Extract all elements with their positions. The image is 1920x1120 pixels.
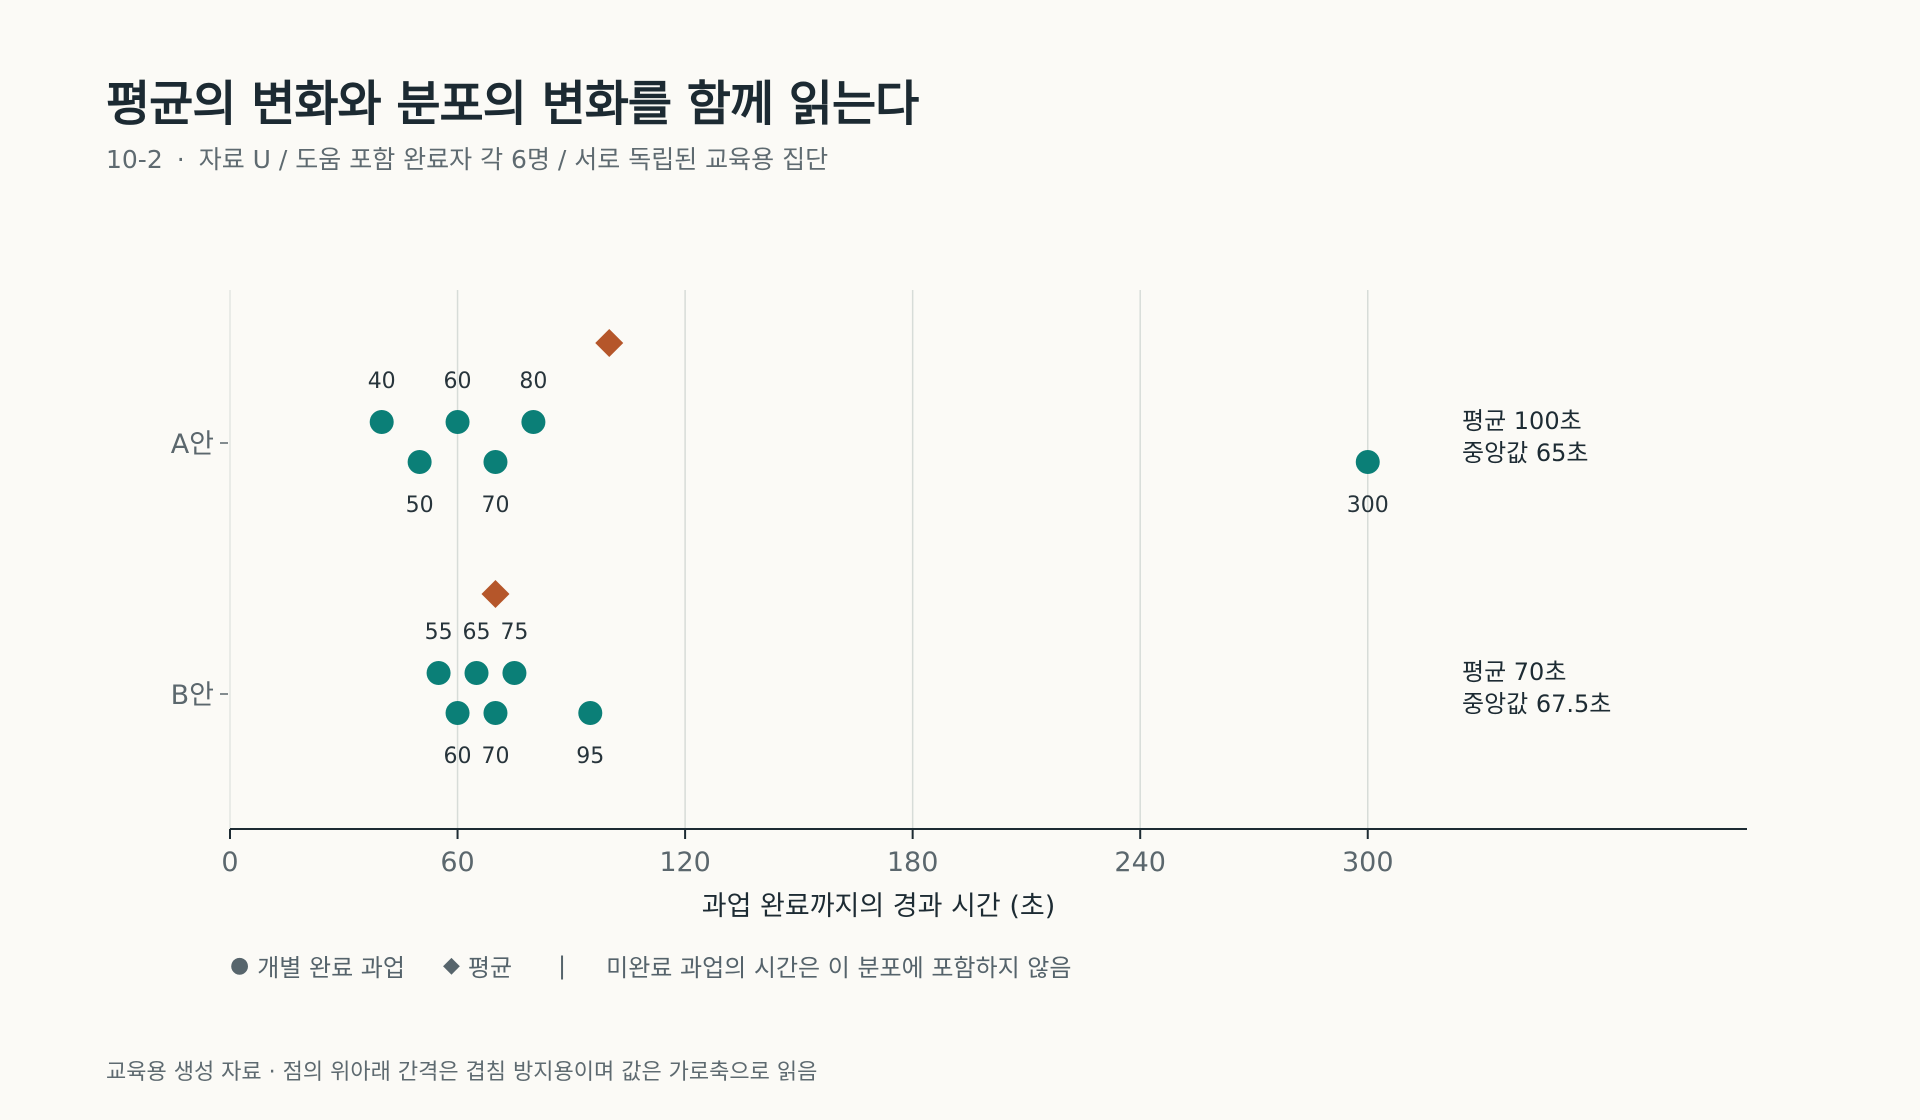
figure-code: 10-2: [106, 145, 163, 174]
legend-circle-icon: ●: [230, 953, 250, 978]
y-tick-label: A안: [171, 429, 214, 460]
subtitle-text: 자료 U / 도움 포함 완료자 각 6명 / 서로 독립된 교육용 집단: [198, 145, 829, 174]
x-axis-label: 과업 완료까지의 경과 시간 (초): [702, 891, 1055, 922]
subtitle-separator: ·: [176, 145, 185, 174]
data-point: [369, 410, 394, 434]
median-summary: 중앙값 65초: [1462, 439, 1589, 467]
data-label: 65: [463, 620, 491, 645]
legend-mean-label: 평균: [467, 954, 513, 982]
data-point: [483, 701, 508, 725]
data-point: [407, 450, 432, 474]
legend: ● 개별 완료 과업 ◆ 평균 | 미완료 과업의 시간은 이 분포에 포함하지…: [230, 948, 1071, 983]
mean-diamond: [595, 329, 624, 357]
chart-subtitle: 10-2 · 자료 U / 도움 포함 완료자 각 6명 / 서로 독립된 교육용 …: [106, 140, 828, 176]
legend-note: 미완료 과업의 시간은 이 분포에 포함하지 않음: [606, 954, 1072, 982]
data-point: [445, 701, 470, 725]
mean-summary: 평균 70초: [1462, 658, 1566, 686]
data-point: [1355, 450, 1380, 474]
data-point: [502, 661, 527, 685]
x-tick-label: 180: [887, 847, 939, 878]
chart-title: 평균의 변화와 분포의 변화를 함께 읽는다: [106, 76, 919, 132]
data-label: 40: [368, 369, 396, 394]
data-point: [464, 661, 489, 685]
data-label: 60: [444, 369, 472, 394]
mean-summary: 평균 100초: [1462, 407, 1582, 435]
data-point: [426, 661, 451, 685]
x-tick-label: 120: [659, 847, 711, 878]
legend-diamond-icon: ◆: [442, 953, 460, 978]
footer-note: 교육용 생성 자료 · 점의 위아래 간격은 겹침 방지용이며 값은 가로축으로…: [106, 1060, 818, 1085]
data-point: [483, 450, 508, 474]
y-tick-label: B안: [171, 680, 214, 711]
data-label: 70: [481, 744, 509, 769]
legend-point-label: 개별 완료 과업: [257, 954, 405, 982]
data-point: [445, 410, 470, 434]
data-label: 95: [576, 744, 604, 769]
legend-separator: |: [558, 951, 567, 980]
data-label: 50: [406, 493, 434, 518]
data-point: [521, 410, 546, 434]
mean-diamond: [481, 580, 510, 608]
data-label: 300: [1347, 493, 1389, 518]
x-tick-label: 240: [1114, 847, 1166, 878]
data-label: 55: [425, 620, 453, 645]
data-label: 80: [519, 369, 547, 394]
x-tick-label: 0: [221, 847, 238, 878]
data-label: 60: [444, 744, 472, 769]
x-tick-label: 60: [440, 847, 474, 878]
x-tick-label: 300: [1342, 847, 1394, 878]
median-summary: 중앙값 67.5초: [1462, 690, 1611, 718]
data-label: 75: [500, 620, 528, 645]
data-label: 70: [481, 493, 509, 518]
data-point: [578, 701, 603, 725]
